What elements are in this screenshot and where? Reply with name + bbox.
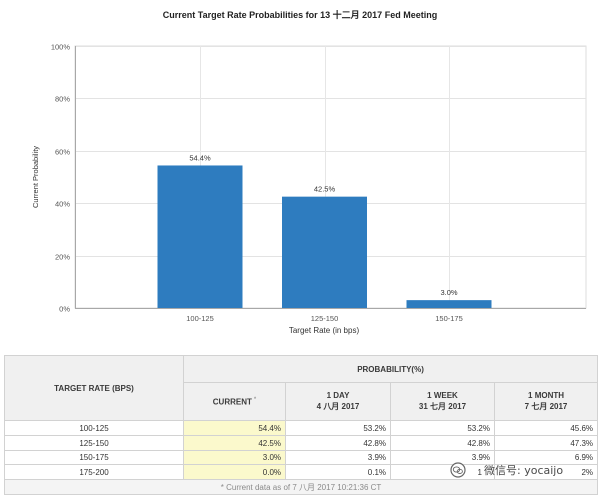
bar [157,165,243,308]
one-month-value-cell: 45.6% [493,420,599,436]
target-rate-header: TARGET RATE (BPS) [4,355,184,421]
one-day-column-header: 1 DAY 4 八月 2017 [285,382,391,421]
bar [406,300,492,308]
table-row: 175-200 0.0% 0.1% 1 2% [4,464,599,480]
one-month-column-header: 1 MONTH 7 七月 2017 [493,382,599,421]
one-month-value-cell: 47.3% [493,435,599,451]
current-value-cell: 54.4% [183,420,286,436]
wechat-icon [450,461,466,478]
y-axis-label: Current Probability [31,146,40,208]
one-week-value-cell: 3.9% [390,450,495,465]
current-footnote-mark: * [253,396,257,403]
y-tick-label: 20% [55,253,70,262]
one-month-date: 7 七月 2017 [524,402,568,411]
rate-cell: 125-150 [4,435,184,451]
x-axis-label: Target Rate (in bps) [289,326,360,335]
wechat-watermark: 微信号: yocaijo [450,461,590,478]
one-week-value-cell: 42.8% [390,435,495,451]
one-week-value-cell: 1 [390,464,495,480]
y-tick-label: 60% [55,148,70,157]
one-week-column-header: 1 WEEK 31 七月 2017 [390,382,495,421]
y-tick-label: 0% [59,305,70,314]
one-day-value-cell: 42.8% [285,435,391,451]
probability-table: TARGET RATE (BPS) PROBABILITY(%) CURRENT… [3,355,599,495]
one-week-label: 1 WEEK [427,391,458,400]
table-row: 100-125 54.4% 53.2% 53.2% 45.6% [4,420,599,436]
one-month-label: 1 MONTH [528,391,565,400]
y-tick-label: 100% [51,43,71,52]
rate-cell: 100-125 [4,420,184,436]
chart-title: Current Target Rate Probabilities for 13… [163,9,437,20]
rate-cell: 175-200 [4,464,184,480]
x-axis-ticks: 100-125 125-150 150-175 [186,314,463,323]
table-footer-row: * Current data as of 7 八月 2017 10:21:36 … [3,479,599,495]
one-day-value-cell: 53.2% [285,420,391,436]
x-tick-label: 125-150 [311,314,339,323]
bar-data-label: 3.0% [440,288,457,297]
one-day-value-cell: 0.1% [285,464,391,480]
x-tick-label: 100-125 [186,314,214,323]
bar [282,196,367,308]
data-labels: 54.4% 42.5% 3.0% [189,153,458,297]
one-week-value-cell: 53.2% [390,420,495,436]
x-tick-label: 150-175 [435,314,463,323]
current-value-cell: 0.0% [183,464,286,480]
current-value-cell: 3.0% [183,450,286,465]
current-column-header: CURRENT * [183,382,286,421]
one-day-value-cell: 3.9% [285,450,391,465]
bars [157,165,492,308]
one-day-label: 1 DAY [326,391,350,400]
rate-cell: 150-175 [4,450,184,465]
table-row: 125-150 42.5% 42.8% 42.8% 47.3% [4,435,599,451]
y-axis-ticks: 0% 20% 40% 60% 80% 100% [51,43,71,314]
y-tick-label: 40% [55,200,70,209]
y-tick-label: 80% [55,95,70,104]
watermark-text: 微信号: yocaijo [484,463,564,477]
probability-header: PROBABILITY(%) [182,355,599,383]
one-week-date: 31 七月 2017 [418,402,467,411]
current-value-cell: 42.5% [183,435,286,451]
probability-table-container: TARGET RATE (BPS) PROBABILITY(%) CURRENT… [3,355,599,495]
current-data-timestamp: * Current data as of 7 八月 2017 10:21:36 … [3,479,599,495]
bar-data-label: 42.5% [314,185,336,194]
probability-chart: Current Target Rate Probabilities for 13… [31,9,587,335]
current-column-label: CURRENT [212,397,252,407]
one-day-date: 4 八月 2017 [316,402,360,411]
bar-data-label: 54.4% [189,153,211,162]
